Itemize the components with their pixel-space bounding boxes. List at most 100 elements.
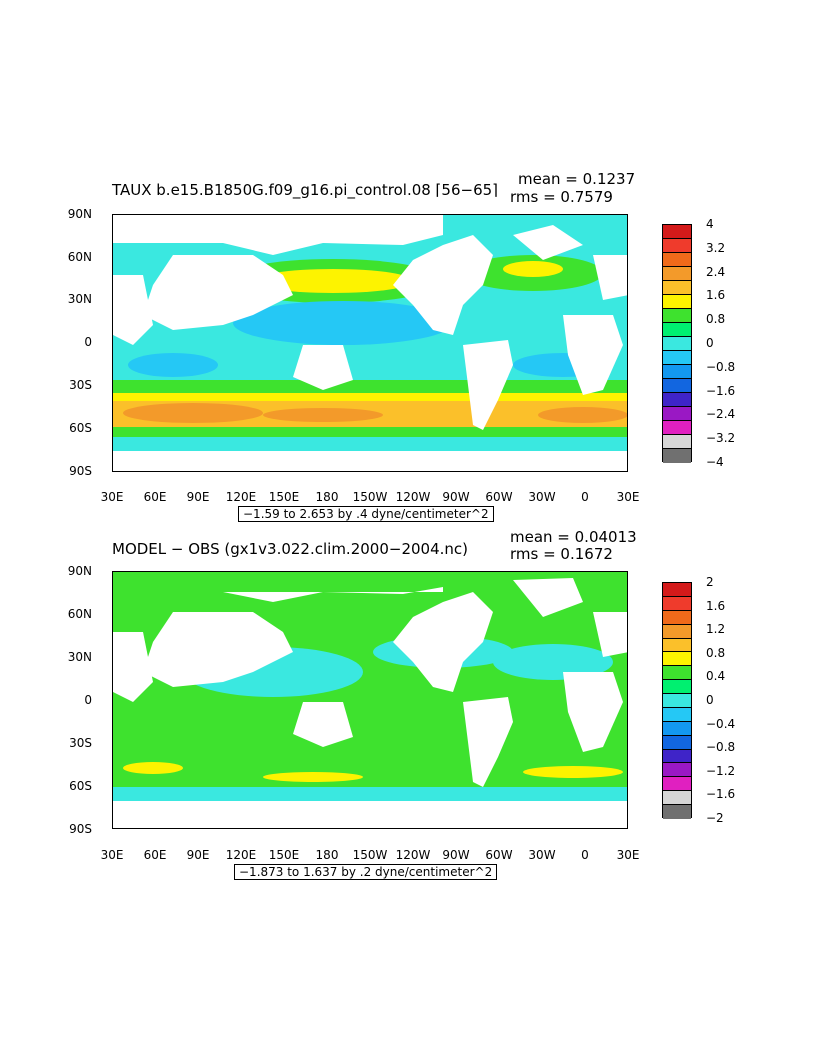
y-tick-label: 60S [69, 421, 92, 435]
colorbar-box [663, 707, 691, 722]
y-tick-label: 30S [69, 378, 92, 392]
colorbar-box [663, 295, 691, 309]
colorbar-box [663, 694, 691, 708]
map-area [112, 571, 628, 829]
x-tick-label: 120W [395, 848, 431, 862]
map-area [112, 214, 628, 472]
y-tick-label: 90S [69, 464, 92, 478]
colorbar-box [663, 583, 691, 597]
x-tick-label: 30E [100, 848, 124, 862]
x-tick-label: 60E [143, 848, 167, 862]
colorbar-box [663, 435, 691, 449]
colorbar-box [663, 379, 691, 393]
colorbar-box [663, 365, 691, 379]
colorbar-box [663, 337, 691, 351]
colorbar-box [663, 281, 691, 295]
x-tick-label: 150E [268, 490, 300, 504]
colorbar-label: −0.8 [706, 740, 736, 755]
y-tick-label: 60N [67, 607, 92, 621]
y-tick-label: 60S [69, 779, 92, 793]
colorbar-box [663, 652, 691, 667]
x-tick-label: 30W [528, 490, 556, 504]
colorbar-box [663, 805, 691, 819]
x-tick-label: 150W [352, 490, 388, 504]
colorbar-box [663, 596, 691, 611]
colorbar-label: 3.2 [706, 240, 726, 255]
mean-value: mean = 0.04013 [510, 528, 637, 546]
colorbar-box [663, 309, 691, 323]
colorbar-label: −1.6 [706, 383, 736, 398]
colorbar-label: 1.6 [706, 288, 726, 303]
colorbar-box [663, 267, 691, 281]
colorbar-label: 0.8 [706, 312, 726, 327]
plot-title: MODEL − OBS (gx1v3.022.clim.2000−2004.nc… [112, 540, 468, 558]
colorbar-box [663, 763, 691, 778]
x-tick-label: 90E [186, 848, 210, 862]
colorbar-label: −4 [706, 455, 724, 469]
x-tick-label: 30E [616, 490, 640, 504]
colorbar-label: 1.6 [706, 598, 726, 613]
colorbar-box [663, 638, 691, 653]
mean-value: mean = 0.1237 [518, 170, 636, 188]
rms-value: rms = 0.7579 [510, 188, 613, 206]
colorbar-box [663, 323, 691, 337]
colorbar-box [663, 791, 691, 805]
colorbar-label: −3.2 [706, 431, 736, 446]
x-tick-label: 30E [100, 490, 124, 504]
colorbar-label: −0.8 [706, 359, 736, 374]
x-tick-label: 150E [268, 848, 300, 862]
colorbar-label: −2.4 [706, 407, 736, 422]
y-tick-label: 60N [67, 250, 92, 264]
colorbar-label: 0 [706, 693, 714, 707]
x-tick-label: 30E [616, 848, 640, 862]
x-tick-label: 120E [225, 490, 257, 504]
colorbar-box [663, 777, 691, 792]
colorbar [662, 582, 692, 819]
colorbar [662, 224, 692, 463]
colorbar-box [663, 407, 691, 421]
colorbar-label: −0.4 [706, 716, 736, 731]
colorbar-box [663, 749, 691, 764]
x-tick-label: 120E [225, 848, 257, 862]
x-tick-label: 120W [395, 490, 431, 504]
contour-info: −1.873 to 1.637 by .2 dyne/centimeter^2 [234, 864, 498, 880]
x-tick-label: 60W [485, 848, 513, 862]
colorbar-box [663, 680, 691, 694]
y-tick-label: 30N [67, 292, 92, 306]
colorbar-label: −1.2 [706, 763, 736, 778]
contour-info: −1.59 to 2.653 by .4 dyne/centimeter^2 [238, 506, 494, 522]
colorbar-label: 0.8 [706, 645, 726, 660]
y-tick-label: 30N [67, 650, 92, 664]
x-tick-label: 30W [528, 848, 556, 862]
colorbar-box [663, 610, 691, 625]
x-tick-label: 180 [315, 490, 339, 504]
colorbar-label: −1.6 [706, 787, 736, 802]
y-tick-label: 90S [69, 822, 92, 836]
colorbar-label: 2.4 [706, 264, 726, 279]
colorbar-label: 2 [706, 575, 714, 589]
x-tick-label: 60E [143, 490, 167, 504]
colorbar-box [663, 225, 691, 239]
y-tick-label: 90N [67, 564, 92, 578]
colorbar-box [663, 666, 691, 681]
y-tick-label: 30S [69, 736, 92, 750]
map-field [113, 215, 627, 471]
colorbar-label: −2 [706, 811, 724, 825]
colorbar-box [663, 351, 691, 365]
x-tick-label: 0 [581, 490, 589, 504]
x-tick-label: 180 [315, 848, 339, 862]
colorbar-box [663, 449, 691, 463]
y-tick-label: 0 [84, 693, 92, 707]
x-tick-label: 0 [581, 848, 589, 862]
colorbar-box [663, 421, 691, 435]
rms-value: rms = 0.1672 [510, 545, 613, 563]
colorbar-label: 1.2 [706, 622, 726, 637]
y-tick-label: 0 [84, 335, 92, 349]
plot-title: TAUX b.e15.B1850G.f09_g16.pi_control.08 … [112, 181, 499, 199]
colorbar-box [663, 239, 691, 253]
colorbar-box [663, 253, 691, 267]
colorbar-box [663, 624, 691, 639]
colorbar-box [663, 735, 691, 750]
colorbar-box [663, 393, 691, 407]
x-tick-label: 90W [442, 848, 470, 862]
